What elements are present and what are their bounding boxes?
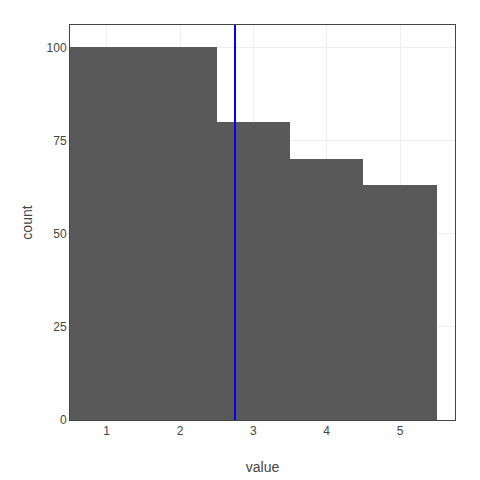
- svg-text:3: 3: [250, 424, 257, 438]
- svg-text:value: value: [246, 459, 280, 475]
- svg-text:count: count: [19, 205, 35, 239]
- svg-text:75: 75: [53, 134, 67, 148]
- svg-text:2: 2: [177, 424, 184, 438]
- svg-text:100: 100: [47, 41, 67, 55]
- svg-text:50: 50: [53, 227, 67, 241]
- svg-text:25: 25: [53, 320, 67, 334]
- svg-text:0: 0: [60, 413, 67, 427]
- svg-text:1: 1: [103, 424, 110, 438]
- svg-text:5: 5: [397, 424, 404, 438]
- svg-text:4: 4: [323, 424, 330, 438]
